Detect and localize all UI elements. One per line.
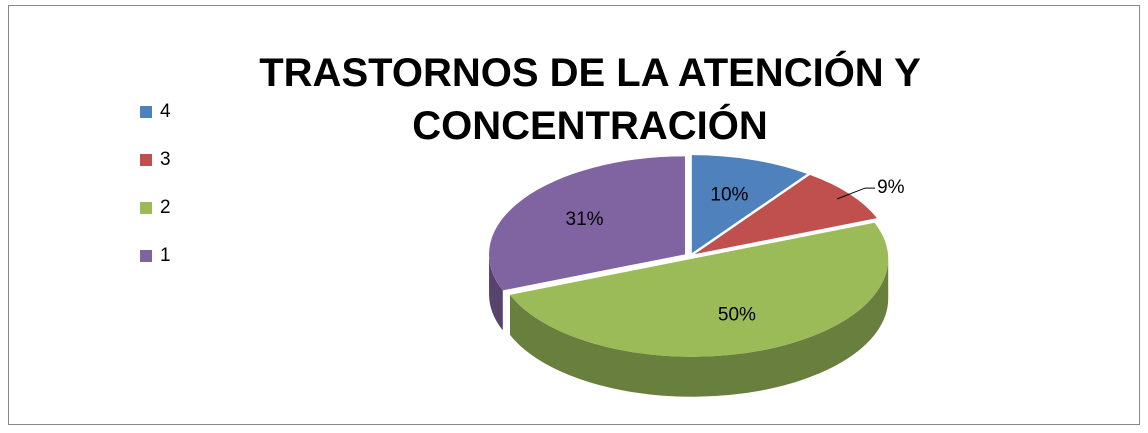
legend-swatch bbox=[140, 250, 152, 262]
legend-swatch bbox=[140, 154, 152, 166]
slice bbox=[691, 155, 808, 254]
slice bbox=[489, 156, 686, 291]
slice-side bbox=[489, 254, 503, 331]
chart-title: TRASTORNOS DE LA ATENCIÓN Y CONCENTRACIÓN bbox=[259, 49, 921, 148]
legend-label: 1 bbox=[160, 245, 171, 266]
pie: 10% 9% 50% 31% bbox=[489, 155, 905, 397]
data-label: 50% bbox=[718, 304, 756, 325]
legend-label: 3 bbox=[160, 149, 171, 170]
legend-label: 2 bbox=[160, 197, 171, 218]
legend: 4 3 2 1 bbox=[140, 101, 171, 266]
leader-line bbox=[837, 187, 876, 200]
slice bbox=[509, 222, 889, 357]
data-label: 31% bbox=[566, 209, 604, 230]
slice-side bbox=[509, 258, 889, 397]
legend-label: 4 bbox=[160, 101, 171, 122]
legend-swatch bbox=[140, 106, 152, 118]
data-label: 9% bbox=[877, 177, 905, 198]
legend-swatch bbox=[140, 202, 152, 214]
slice bbox=[694, 174, 877, 255]
data-label: 10% bbox=[710, 184, 748, 205]
